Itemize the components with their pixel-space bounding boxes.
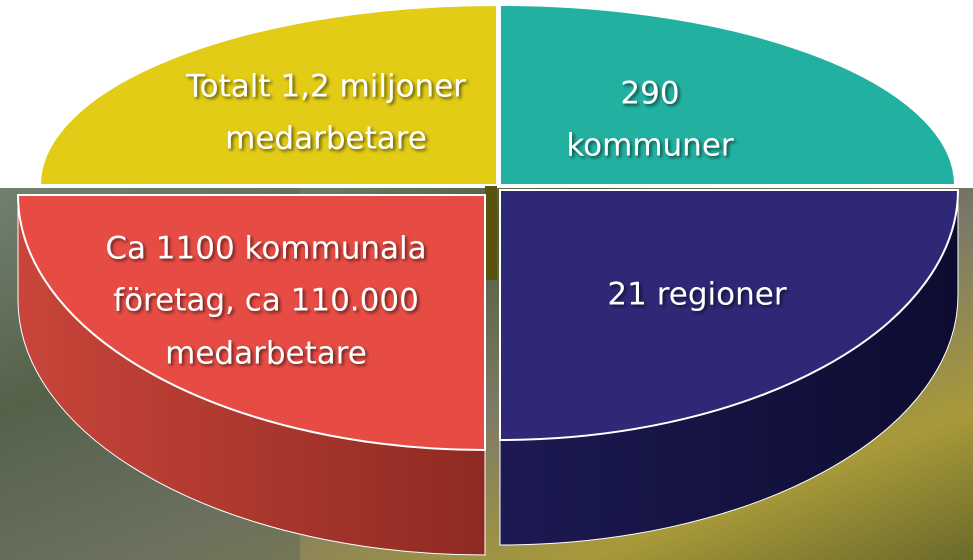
segment-label: Ca 1100 kommunala bbox=[105, 231, 426, 267]
segment-label: medarbetare bbox=[225, 121, 427, 157]
segment-label: medarbetare bbox=[165, 336, 367, 372]
pie-diagram: Totalt 1,2 miljoner medarbetare 290 komm… bbox=[0, 0, 973, 560]
segment-label: kommuner bbox=[566, 128, 734, 164]
segment-label: 290 bbox=[620, 76, 679, 112]
yellow-side bbox=[485, 185, 497, 280]
segment-label: Totalt 1,2 miljoner bbox=[185, 69, 466, 105]
segment-label: företag, ca 110.000 bbox=[113, 283, 419, 319]
page: Totalt 1,2 miljoner medarbetare 290 komm… bbox=[0, 0, 973, 560]
segment-label: 21 regioner bbox=[607, 277, 786, 313]
